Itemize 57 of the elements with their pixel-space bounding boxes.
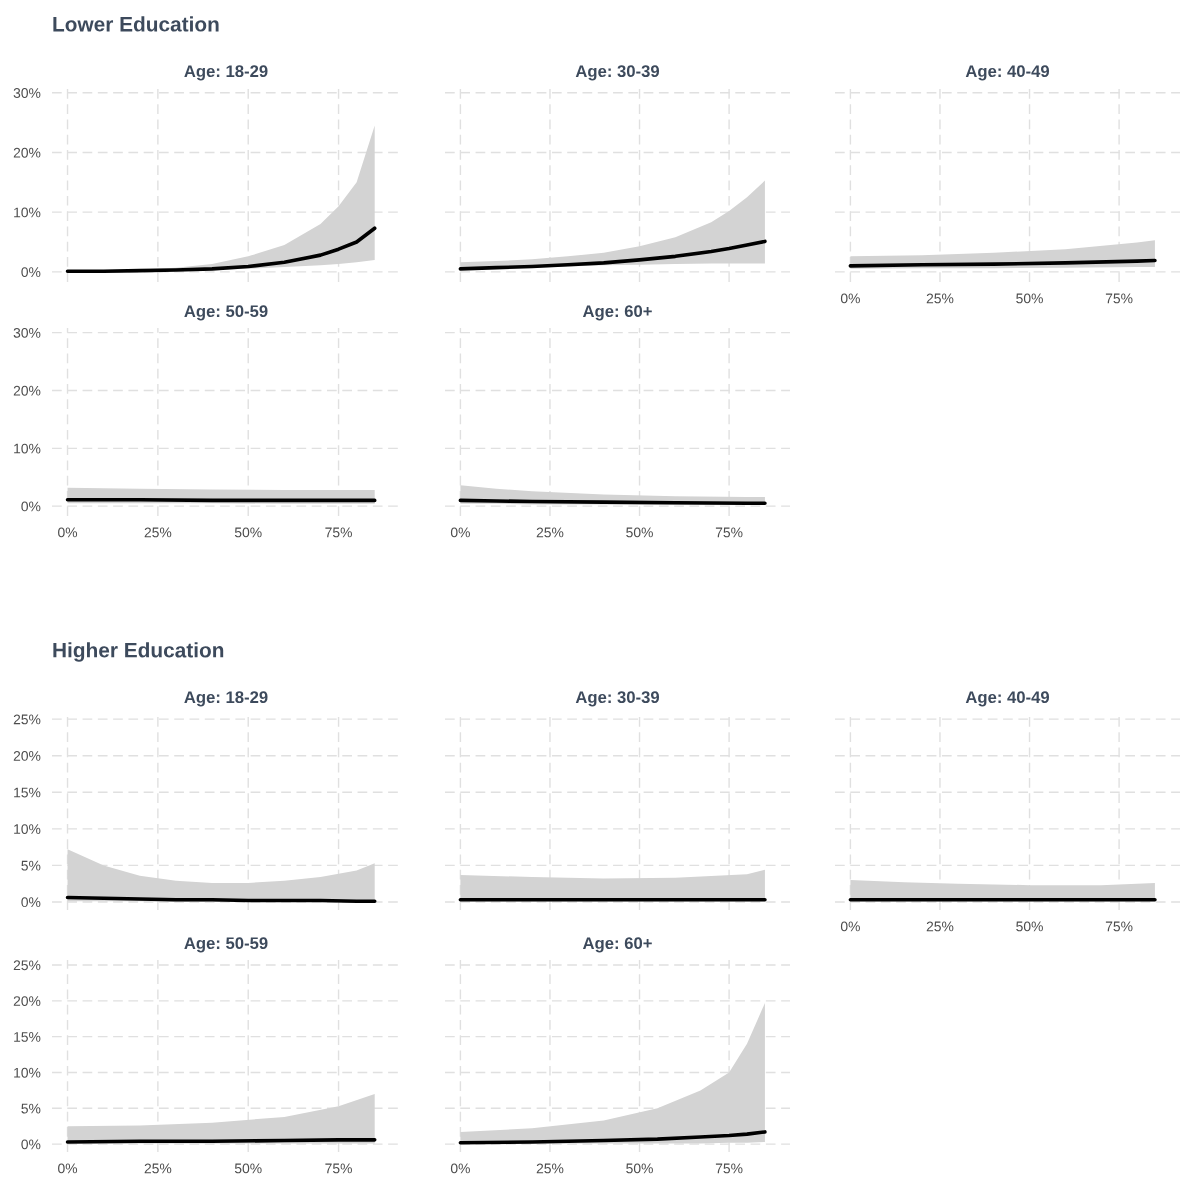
chart-title: Age: 40-49 [965,65,1050,81]
x-tick-label: 25% [536,1163,564,1174]
y-tick-label: 0% [21,501,41,512]
x-tick-label: 0% [450,1163,470,1174]
chart-title: Age: 18-29 [184,691,268,707]
line-series [65,226,377,274]
y-tick-label: 10% [14,1067,41,1078]
x-tick-label: 0% [58,527,78,538]
x-tick-label: 25% [144,1163,172,1174]
y-tick-label: 5% [21,1103,41,1114]
y-tick-label: 30% [13,88,41,98]
x-tick-label: 0% [840,921,860,932]
x-tick-label: 75% [715,527,743,538]
y-tick-label: 15% [14,787,41,798]
y-tick-label: 0% [21,1139,41,1150]
y-tick-label: 10% [14,207,41,218]
y-tick-label: 25% [13,714,41,725]
y-tick-label: 30% [13,327,41,338]
x-tick-label: 25% [926,293,954,304]
x-tick-label: 0% [840,293,860,304]
chart-title: Age: 18-29 [184,65,268,81]
y-tick-label: 20% [13,996,41,1007]
chart-title: Age: 50-59 [184,305,268,321]
x-tick-label: 75% [715,1163,743,1174]
x-tick-label: 75% [1105,921,1133,932]
x-tick-label: 50% [234,527,262,538]
y-tick-label: 20% [13,751,41,761]
x-tick-label: 0% [58,1163,78,1174]
chart-title: Age: 40-49 [965,691,1050,707]
x-tick-label: 75% [325,527,352,538]
chart-title: Age: 30-39 [575,65,660,81]
y-tick-label: 15% [14,1032,41,1042]
y-tick-label: 10% [14,824,41,834]
chart-title: Age: 50-59 [184,937,268,953]
y-tick-label: 20% [13,147,41,158]
x-tick-label: 50% [1016,293,1043,304]
y-tick-label: 0% [21,897,41,908]
y-tick-label: 5% [21,860,41,871]
chart-title: Age: 60+ [582,937,652,953]
x-tick-label: 25% [144,527,172,538]
chart-title: Age: 60+ [582,305,652,321]
y-tick-label: 20% [13,385,41,396]
x-tick-label: 75% [1105,293,1133,304]
x-tick-label: 0% [450,527,470,538]
x-tick-label: 75% [325,1163,352,1174]
x-tick-label: 25% [926,921,954,932]
x-tick-label: 25% [536,527,564,538]
x-tick-label: 50% [626,1163,653,1174]
x-tick-label: 50% [234,1163,262,1174]
y-tick-label: 10% [14,443,41,454]
x-tick-label: 50% [626,527,653,538]
y-tick-label: 0% [21,267,41,278]
text: Higher Education [53,642,224,662]
text: Lower Education [53,16,219,32]
chart-title: Age: 30-39 [575,691,660,707]
x-tick-label: 50% [1016,921,1043,932]
y-tick-label: 25% [13,960,41,971]
